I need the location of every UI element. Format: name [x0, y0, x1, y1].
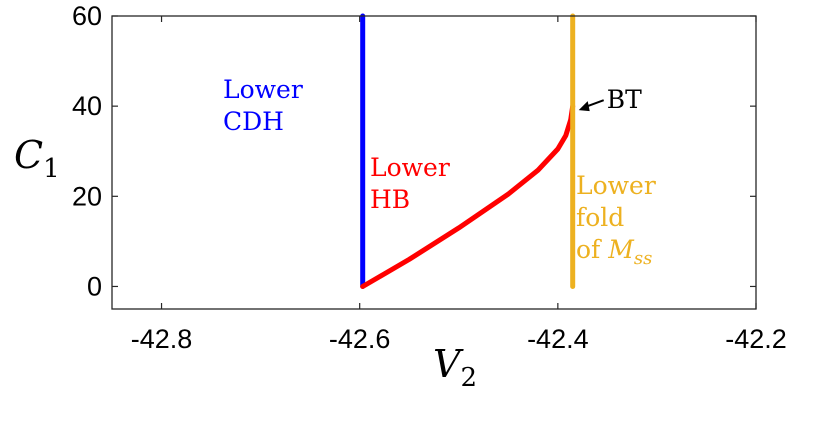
y-tick-label: 60: [72, 1, 102, 31]
y-tick-label: 0: [87, 271, 102, 301]
x-tick-label: -42.2: [725, 324, 787, 354]
axes-frame: [111, 15, 757, 310]
y-tick-label: 20: [72, 181, 102, 211]
label-lower-fold: Lower fold of Mss: [576, 171, 656, 269]
label-line: Lower: [370, 153, 450, 182]
series-lines: [360, 13, 576, 289]
bt-arrow-head: [578, 101, 590, 112]
label-line: HB: [370, 185, 410, 214]
x-axis-label: V2: [433, 342, 477, 393]
tick-group: -42.8 -42.6 -42.4 -42.2 0 20 40 60: [72, 1, 787, 354]
label-line: Lower: [576, 171, 656, 200]
x-axis-label-main: V: [433, 342, 464, 386]
y-axis-label-sub: 1: [43, 154, 60, 184]
label-line: CDH: [223, 107, 284, 136]
label-lower-cdh: Lower CDH: [223, 75, 303, 136]
label-lower-hb: Lower HB: [370, 153, 450, 214]
series-labels: Lower CDH Lower HB Lower fold of Mss: [223, 75, 656, 269]
label-line: fold: [576, 203, 624, 232]
label-line: of: [576, 235, 608, 264]
label-math-main: M: [607, 235, 635, 264]
x-tick-label: -42.8: [131, 324, 193, 354]
annotations: BT: [578, 85, 642, 114]
x-tick-label: -42.6: [329, 324, 391, 354]
label-line: Lower: [223, 75, 303, 104]
y-tick-label: 40: [72, 91, 102, 121]
x-axis-label-sub: 2: [460, 363, 477, 393]
y-axis-label: C1: [14, 133, 60, 184]
plot-area: [360, 13, 576, 289]
label-math-sub: ss: [634, 248, 652, 269]
bt-label: BT: [607, 85, 642, 114]
y-axis-label-main: C: [14, 133, 43, 177]
series-hb-curve: [360, 103, 576, 289]
x-tick-label: -42.4: [527, 324, 589, 354]
